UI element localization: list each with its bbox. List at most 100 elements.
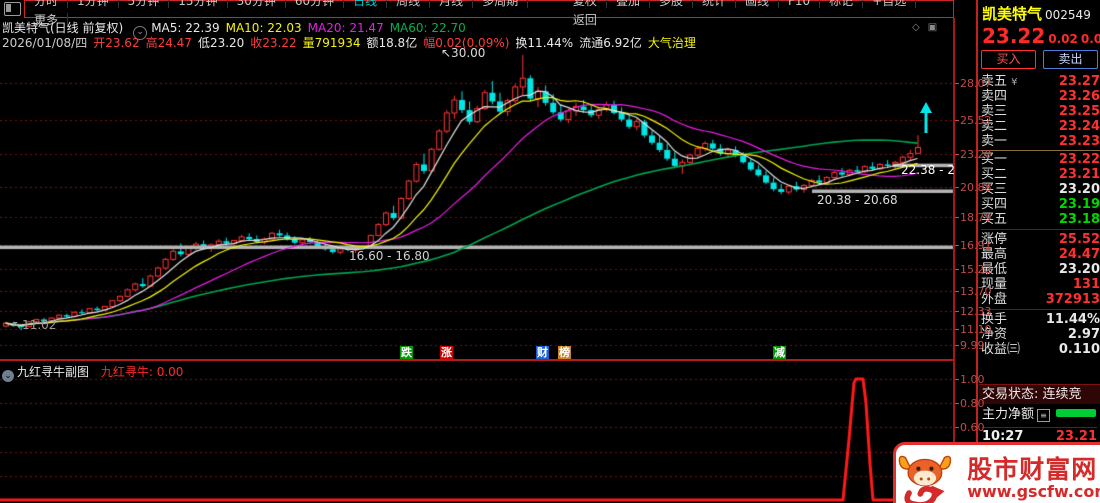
collapse-icon[interactable]: ⌄ xyxy=(133,26,148,40)
menu-item-多股[interactable]: 多股 xyxy=(649,0,693,8)
menu-item-更多[interactable]: 更多 xyxy=(25,13,69,27)
quote-row[interactable]: 涨停 25.52 xyxy=(981,232,1100,247)
event-marker-减[interactable]: 减 xyxy=(773,346,786,359)
menu-item-30分钟[interactable]: 30分钟 xyxy=(227,0,286,8)
menu-item-复权[interactable]: 复权 xyxy=(563,0,607,8)
quote-row[interactable]: 买一 23.22 xyxy=(981,152,1100,167)
main-flow-row: 主力净额 ≡ xyxy=(982,406,1100,424)
menu-item-返回[interactable]: 返回 xyxy=(572,13,597,27)
watermark-banner: 股市财富网 www.gscfw.com xyxy=(893,442,1100,503)
ohlc-value: 开23.62 xyxy=(93,36,140,50)
ohlc-value: 2026/01/08/四 xyxy=(2,36,88,50)
price-change: 0.02 xyxy=(1048,32,1078,46)
menu-item-15分钟[interactable]: 15分钟 xyxy=(169,0,228,8)
price-annotation: ↖11.02 xyxy=(12,318,57,332)
order-book: 卖五 ¥23.27 卖四 23.26 卖三 23.25 卖二 23.24 卖一 23.23 买一 2… xyxy=(981,74,1100,357)
y-axis-tick: 23.20 xyxy=(955,148,992,161)
menu-item-F10[interactable]: F10 xyxy=(779,0,821,8)
chart-header-row2: 2026/01/08/四 开23.62 高24.47 低23.20 收23.22 量791… xyxy=(2,34,702,50)
window-layout-icon[interactable] xyxy=(4,2,21,16)
list-icon[interactable]: ≡ xyxy=(1037,409,1051,422)
event-marker-榜[interactable]: 榜 xyxy=(558,346,571,359)
quote-row[interactable]: 收益㈢ 0.110 xyxy=(981,342,1100,357)
quote-row[interactable]: 外盘 372913 xyxy=(981,292,1100,307)
quote-row[interactable]: 买二 23.21 xyxy=(981,167,1100,182)
menu-item-统计[interactable]: 统计 xyxy=(692,0,736,8)
axis-border-left xyxy=(953,18,955,503)
period-menu: 分时 1分钟 5分钟 15分钟 30分钟 60分钟 日线 周线 月线 多周期更多 复权 叠加 多股 统计… xyxy=(24,0,954,27)
quote-row[interactable]: 卖一 23.23 xyxy=(981,134,1100,149)
ohlc-value: 流通6.92亿 xyxy=(579,36,642,50)
menu-item-分时[interactable]: 分时 xyxy=(25,0,69,8)
y-axis-tick: 9.99 xyxy=(955,339,985,352)
y-axis-tick: 15.22 xyxy=(955,263,992,276)
menu-item-5分钟[interactable]: 5分钟 xyxy=(118,0,170,8)
quote-row[interactable]: 卖四 23.26 xyxy=(981,89,1100,104)
quote-row[interactable]: 卖三 23.25 xyxy=(981,104,1100,119)
last-tick-row: 10:27 23.21 xyxy=(982,427,1097,446)
menu-item-多周期[interactable]: 多周期 xyxy=(473,0,529,8)
y-axis-tick: 25.52 xyxy=(955,114,992,127)
tool-menu-items: 复权 叠加 多股 统计 画线 F10 标记 +自选返回 xyxy=(563,0,953,28)
quote-row[interactable]: 买三 23.20 xyxy=(981,182,1100,197)
quote-row[interactable]: 现量 131 xyxy=(981,277,1100,292)
sub-indicator-value: 九红寻牛: 0.00 xyxy=(100,365,184,379)
chart-title: 凯美特气(日线 前复权) xyxy=(2,21,124,35)
main-flow-label: 主力净额 xyxy=(982,407,1035,422)
event-marker-涨[interactable]: 涨 xyxy=(440,346,453,359)
menu-item-月线[interactable]: 月线 xyxy=(430,0,474,8)
top-menu-bar: 分时 1分钟 5分钟 15分钟 30分钟 60分钟 日线 周线 月线 多周期更多 复权 叠加 多股 统计… xyxy=(0,0,1100,27)
period-menu-items: 分时 1分钟 5分钟 15分钟 30分钟 60分钟 日线 周线 月线 多周期更多 xyxy=(25,0,564,28)
quote-row[interactable]: 买五 23.18 xyxy=(981,212,1100,227)
ma-value: MA10: 22.03 xyxy=(225,21,302,35)
trade-buttons: 买入 卖出 xyxy=(981,50,1100,69)
quote-row[interactable]: 最高 24.47 xyxy=(981,247,1100,262)
stock-code: 002549 xyxy=(1045,8,1091,22)
quote-row[interactable]: 净资 2.97 xyxy=(981,327,1100,342)
collapse-sub-icon[interactable]: ⌄ xyxy=(2,370,14,382)
y-axis-tick: 16.91 xyxy=(955,239,992,252)
candlestick-chart[interactable] xyxy=(0,49,954,360)
buy-button[interactable]: 买入 xyxy=(981,50,1036,69)
price-row: 23.220.020.09% xyxy=(982,24,1100,48)
quote-row[interactable]: 卖二 23.24 xyxy=(981,119,1100,134)
price-annotation: ↖30.00 xyxy=(441,46,486,60)
menu-item-+自选[interactable]: +自选 xyxy=(863,0,917,8)
watermark-url: www.gscfw.com xyxy=(967,481,1100,501)
menu-item-60分钟[interactable]: 60分钟 xyxy=(285,0,345,8)
event-marker-跌[interactable]: 跌 xyxy=(400,346,413,359)
menu-item-画线[interactable]: 画线 xyxy=(735,0,779,8)
chart-corner-icons[interactable]: ◇▣ xyxy=(912,22,946,33)
quote-row[interactable]: 换手 11.44% xyxy=(981,312,1100,327)
y-axis-tick: 1.00 xyxy=(955,373,985,386)
ohlc-value: 收23.22 xyxy=(250,36,297,50)
quote-row[interactable]: 最低 23.20 xyxy=(981,262,1100,277)
quote-panel-border xyxy=(976,0,978,503)
trade-status: 交易状态: 连续竞 xyxy=(979,384,1100,404)
quote-row[interactable]: 卖五 ¥23.27 xyxy=(981,74,1100,89)
sub-indicator-chart[interactable] xyxy=(0,361,954,503)
y-axis-tick: 0.60 xyxy=(955,421,985,434)
menu-item-叠加[interactable]: 叠加 xyxy=(606,0,650,8)
y-axis-tick: 12.33 xyxy=(955,305,992,318)
separator xyxy=(981,229,1100,230)
menu-item-标记[interactable]: 标记 xyxy=(820,0,864,8)
stock-name-row: 凯美特气 002549 xyxy=(982,3,1091,24)
ma-value: MA60: 22.70 xyxy=(389,21,466,35)
menu-item-日线[interactable]: 日线 xyxy=(344,0,388,8)
panel-divider-line xyxy=(0,359,954,361)
watermark-site-name: 股市财富网 xyxy=(967,455,1098,485)
quote-row[interactable]: 买四 23.19 xyxy=(981,197,1100,212)
last-price: 23.22 xyxy=(982,24,1046,48)
menu-item-1分钟[interactable]: 1分钟 xyxy=(68,0,119,8)
sub-indicator-title: 九红寻牛副图 xyxy=(17,365,90,379)
price-annotation: 22.38 - 2 xyxy=(901,163,955,177)
sell-button[interactable]: 卖出 xyxy=(1043,50,1098,69)
event-marker-财[interactable]: 财 xyxy=(536,346,549,359)
ohlc-value: 换11.44% xyxy=(515,36,574,50)
menu-item-周线[interactable]: 周线 xyxy=(387,0,431,8)
up-arrow-marker xyxy=(920,102,932,133)
ohlc-value: 额18.8亿 xyxy=(366,36,418,50)
